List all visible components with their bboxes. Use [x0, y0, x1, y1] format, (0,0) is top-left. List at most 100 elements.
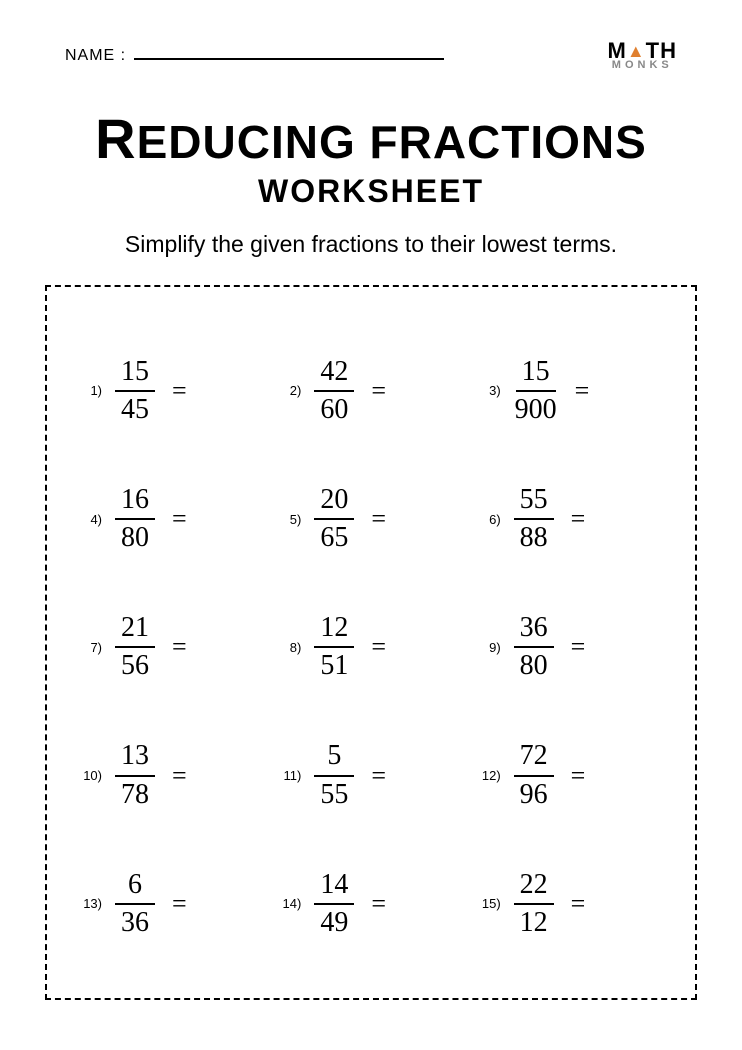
- problem-item: 10) 1378 =: [72, 711, 271, 839]
- fraction-numerator: 55: [514, 484, 554, 520]
- equals-sign: =: [172, 889, 187, 919]
- fraction: 4260: [309, 356, 359, 426]
- equals-sign: =: [571, 761, 586, 791]
- fraction-numerator: 14: [314, 869, 354, 905]
- fraction-denominator: 88: [514, 520, 554, 554]
- fraction-denominator: 96: [514, 777, 554, 811]
- fraction-numerator: 20: [314, 484, 354, 520]
- fraction: 555: [309, 740, 359, 810]
- fraction-numerator: 13: [115, 740, 155, 776]
- equals-sign: =: [371, 761, 386, 791]
- problems-box: 1)1545=2)4260=3)15900=4)1680=5)2065=6)55…: [45, 285, 697, 1000]
- fraction: 1378: [110, 740, 160, 810]
- problem-number: 4): [82, 512, 102, 527]
- problem-item: 15) 2212 =: [471, 840, 670, 968]
- title-main: REDUCING FRACTIONS: [45, 106, 697, 171]
- name-section: NAME :: [65, 47, 444, 65]
- fraction-numerator: 15: [115, 356, 155, 392]
- fraction: 636: [110, 869, 160, 939]
- problem-item: 8) 1251 =: [271, 583, 470, 711]
- fraction: 5588: [509, 484, 559, 554]
- fraction-numerator: 12: [314, 612, 354, 648]
- equals-sign: =: [371, 376, 386, 406]
- problem-item: 13) 636 =: [72, 840, 271, 968]
- problems-grid: 1)1545=2)4260=3)15900=4)1680=5)2065=6)55…: [72, 327, 670, 968]
- equals-sign: =: [371, 632, 386, 662]
- equals-sign: =: [575, 376, 590, 406]
- fraction-numerator: 15: [516, 356, 556, 392]
- problem-number: 8): [281, 640, 301, 655]
- problem-item: 1) 1545 =: [72, 327, 271, 455]
- equals-sign: =: [172, 504, 187, 534]
- problem-number: 14): [281, 896, 301, 911]
- instructions: Simplify the given fractions to their lo…: [45, 230, 697, 260]
- problem-number: 6): [481, 512, 501, 527]
- equals-sign: =: [571, 632, 586, 662]
- title-cap: R: [95, 107, 136, 170]
- fraction-denominator: 900: [509, 392, 563, 426]
- logo-bottom: MONKS: [608, 60, 677, 71]
- fraction: 15900: [509, 356, 563, 426]
- fraction-denominator: 78: [115, 777, 155, 811]
- logo: M▲TH MONKS: [608, 40, 677, 71]
- problem-number: 15): [481, 896, 501, 911]
- problem-item: 4) 1680 =: [72, 455, 271, 583]
- problem-item: 12) 7296 =: [471, 711, 670, 839]
- fraction: 1545: [110, 356, 160, 426]
- fraction-numerator: 72: [514, 740, 554, 776]
- problem-item: 11)555=: [271, 711, 470, 839]
- problem-number: 12): [481, 768, 501, 783]
- header-row: NAME : M▲TH MONKS: [45, 40, 697, 71]
- fraction: 3680: [509, 612, 559, 682]
- fraction-numerator: 22: [514, 869, 554, 905]
- problem-item: 2) 4260 =: [271, 327, 470, 455]
- fraction: 1449: [309, 869, 359, 939]
- problem-item: 7) 2156 =: [72, 583, 271, 711]
- problem-number: 7): [82, 640, 102, 655]
- fraction-numerator: 5: [314, 740, 354, 776]
- fraction: 1680: [110, 484, 160, 554]
- fraction-denominator: 55: [314, 777, 354, 811]
- title-sub: WORKSHEET: [45, 173, 697, 210]
- triangle-icon: ▲: [627, 42, 646, 60]
- fraction-numerator: 21: [115, 612, 155, 648]
- title-rest: EDUCING FRACTIONS: [137, 116, 647, 168]
- fraction-denominator: 65: [314, 520, 354, 554]
- fraction-denominator: 51: [314, 648, 354, 682]
- problem-number: 10): [82, 768, 102, 783]
- equals-sign: =: [371, 504, 386, 534]
- fraction-denominator: 56: [115, 648, 155, 682]
- equals-sign: =: [172, 376, 187, 406]
- fraction-numerator: 42: [314, 356, 354, 392]
- fraction-denominator: 49: [314, 905, 354, 939]
- equals-sign: =: [571, 504, 586, 534]
- problem-number: 2): [281, 383, 301, 398]
- fraction-denominator: 45: [115, 392, 155, 426]
- equals-sign: =: [172, 632, 187, 662]
- fraction-numerator: 36: [514, 612, 554, 648]
- equals-sign: =: [571, 889, 586, 919]
- fraction: 7296: [509, 740, 559, 810]
- name-input-line[interactable]: [134, 58, 444, 60]
- fraction: 1251: [309, 612, 359, 682]
- equals-sign: =: [172, 761, 187, 791]
- problem-number: 3): [481, 383, 501, 398]
- problem-number: 1): [82, 383, 102, 398]
- problem-number: 5): [281, 512, 301, 527]
- fraction: 2156: [110, 612, 160, 682]
- problem-item: 3) 15900 =: [471, 327, 670, 455]
- fraction-denominator: 60: [314, 392, 354, 426]
- fraction-denominator: 80: [514, 648, 554, 682]
- problem-number: 13): [82, 896, 102, 911]
- problem-item: 5) 2065 =: [271, 455, 470, 583]
- problem-item: 6) 5588 =: [471, 455, 670, 583]
- problem-item: 14) 1449 =: [271, 840, 470, 968]
- title-block: REDUCING FRACTIONS WORKSHEET: [45, 106, 697, 210]
- fraction-numerator: 16: [115, 484, 155, 520]
- equals-sign: =: [371, 889, 386, 919]
- problem-number: 9): [481, 640, 501, 655]
- problem-item: 9) 3680 =: [471, 583, 670, 711]
- fraction: 2212: [509, 869, 559, 939]
- name-label: NAME :: [65, 47, 126, 65]
- fraction: 2065: [309, 484, 359, 554]
